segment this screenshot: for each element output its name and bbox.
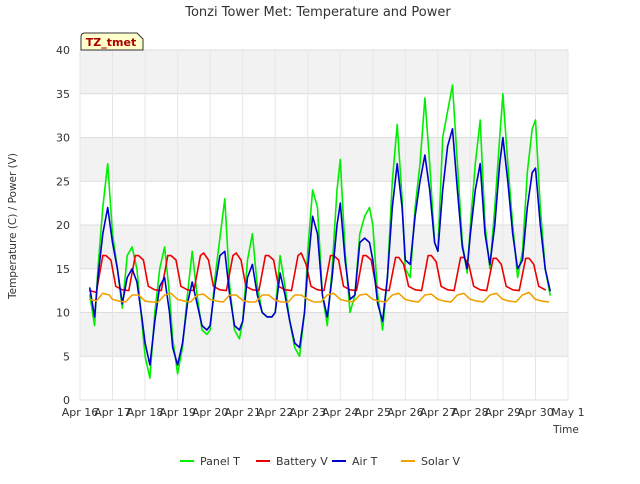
y-tick-label: 20: [56, 219, 70, 232]
plot-band: [80, 225, 568, 269]
x-tick-label: Apr 23: [289, 406, 326, 419]
y-tick-label: 15: [56, 263, 70, 276]
x-tick-label: Apr 25: [355, 406, 392, 419]
series-line-solar-v: [89, 291, 550, 303]
legend: Panel T Battery V Air T Solar V: [180, 455, 461, 468]
x-tick-label: Apr 21: [224, 406, 261, 419]
y-tick-label: 5: [63, 350, 70, 363]
plot-band: [80, 312, 568, 357]
plot-bands: [80, 50, 568, 400]
y-tick-label: 30: [56, 132, 70, 145]
plot-band: [80, 50, 568, 94]
plot-band: [80, 137, 568, 182]
series-lines: [89, 84, 551, 379]
station-badge-label: TZ_tmet: [86, 36, 136, 49]
x-tick-label: Apr 24: [322, 406, 359, 419]
legend-label-panel-t: Panel T: [200, 455, 240, 468]
y-tick-label: 35: [56, 88, 70, 101]
y-axis-ticks: 0 5 10 15 20 25 30 35 40: [56, 44, 70, 407]
x-tick-label: Apr 22: [257, 406, 294, 419]
series-line-battery-v: [89, 252, 547, 294]
chart-title: Tonzi Tower Met: Temperature and Power: [184, 5, 451, 20]
series-line-panel-t: [89, 84, 551, 379]
station-badge: TZ_tmet: [80, 32, 144, 51]
y-tick-label: 0: [63, 394, 70, 407]
y-tick-label: 40: [56, 44, 70, 57]
x-tick-label: Apr 19: [159, 406, 196, 419]
x-tick-label: Apr 27: [420, 406, 457, 419]
plot-band: [80, 93, 568, 138]
legend-label-air-t: Air T: [352, 455, 378, 468]
plot-band: [80, 356, 568, 400]
x-tick-label: Apr 16: [62, 406, 99, 419]
x-tick-label: Apr 29: [485, 406, 522, 419]
y-tick-label: 10: [56, 307, 70, 320]
x-tick-label: Apr 17: [94, 406, 131, 419]
y-axis-label: Temperature (C) / Power (V): [7, 153, 19, 300]
x-tick-label: Apr 26: [387, 406, 424, 419]
x-axis-label: Time: [552, 424, 579, 436]
x-tick-label: Apr 28: [452, 406, 489, 419]
plot-band: [80, 181, 568, 225]
y-tick-label: 25: [56, 175, 70, 188]
legend-label-battery-v: Battery V: [276, 455, 328, 468]
x-tick-label: May 1: [551, 406, 584, 419]
x-tick-label: Apr 18: [127, 406, 164, 419]
x-tick-label: Apr 30: [517, 406, 554, 419]
x-tick-label: Apr 20: [192, 406, 229, 419]
legend-label-solar-v: Solar V: [421, 455, 461, 468]
